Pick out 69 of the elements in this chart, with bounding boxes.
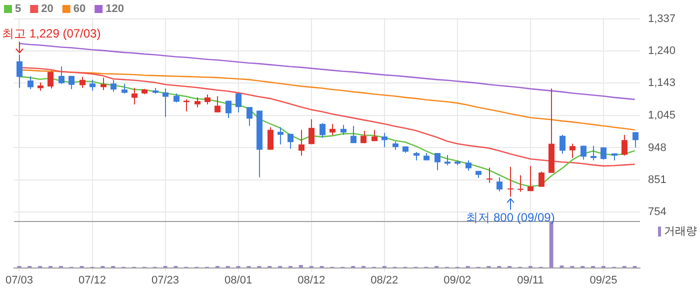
y2-axis-title: 거래량	[664, 226, 697, 238]
candlestick	[600, 146, 606, 160]
x-tick-label: 07/23	[152, 274, 180, 286]
candlestick	[496, 176, 502, 192]
candlestick	[528, 165, 534, 192]
x-tick-label: 07/03	[5, 274, 33, 286]
candlestick	[340, 124, 346, 136]
candlestick	[360, 130, 366, 144]
y-tick-label: 1,143	[648, 77, 676, 90]
annotation: 최고 1,229 (07/03)	[2, 26, 101, 41]
candlestick	[382, 132, 388, 148]
candlestick	[308, 118, 314, 145]
y-tick-label: 754	[648, 206, 666, 218]
x-tick-label: 09/02	[444, 274, 472, 286]
candlestick	[466, 160, 472, 172]
candlestick	[320, 122, 326, 138]
candlestick	[350, 125, 356, 144]
y-tick-label: 1,337	[648, 13, 676, 26]
candlestick	[28, 76, 34, 90]
candlestick	[100, 77, 106, 91]
candlestick	[48, 70, 54, 89]
candlestick	[590, 145, 596, 161]
candlestick	[278, 126, 284, 145]
y-tick-label: 1,045	[648, 110, 676, 122]
candlestick	[538, 171, 544, 188]
candlestick	[486, 167, 492, 184]
candlestick	[570, 143, 576, 158]
x-tick-label: 08/01	[224, 274, 252, 286]
candlestick	[246, 106, 252, 126]
x-tick-label: 07/12	[78, 274, 106, 286]
candlestick	[110, 79, 116, 92]
y-tick-label: 1,240	[648, 45, 676, 58]
candlestick	[122, 83, 128, 94]
x-tick-label: 09/25	[590, 274, 618, 286]
legend-label: 5	[15, 3, 22, 16]
candlestick	[288, 133, 294, 150]
y-tick-label: 851	[648, 174, 666, 186]
candlestick	[162, 88, 168, 118]
legend-label: 60	[73, 3, 86, 16]
candlestick	[80, 76, 86, 88]
candlestick	[226, 100, 232, 118]
candlestick	[214, 96, 220, 113]
candlestick	[518, 174, 524, 192]
candlestick	[236, 92, 242, 113]
x-tick-label: 09/11	[517, 274, 544, 286]
annotation: 최저 800 (09/09)	[466, 210, 555, 225]
y-tick-label: 948	[648, 142, 666, 154]
candlestick	[298, 129, 304, 156]
candlestick	[444, 154, 450, 166]
candlestick	[90, 79, 96, 92]
candlestick	[330, 123, 336, 136]
candlestick	[204, 94, 210, 105]
candlestick	[622, 134, 628, 156]
candlestick	[68, 75, 74, 90]
legend-label: 120	[106, 3, 124, 16]
legend-label: 20	[41, 3, 54, 16]
candlestick	[434, 152, 440, 171]
candlestick	[194, 96, 200, 108]
candlestick	[132, 87, 138, 105]
candlestick	[184, 98, 190, 112]
candlestick	[632, 132, 638, 148]
candlestick	[58, 66, 64, 84]
candlestick	[508, 166, 514, 198]
x-tick-label: 08/12	[298, 274, 326, 286]
candlestick	[16, 54, 22, 88]
candlestick	[560, 134, 566, 154]
candlestick	[580, 145, 586, 160]
x-tick-label: 08/22	[370, 274, 398, 286]
candlestick	[268, 126, 274, 150]
